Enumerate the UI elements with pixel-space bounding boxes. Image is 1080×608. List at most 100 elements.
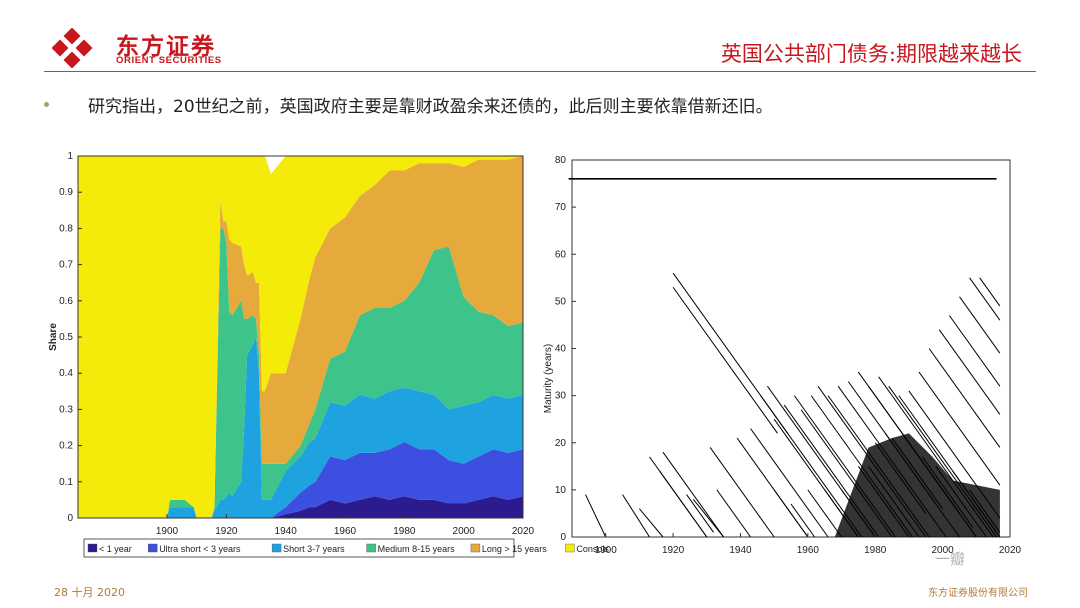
y-tick-label-10: 1	[67, 151, 73, 162]
legend-swatch-5	[565, 543, 575, 553]
bond-line-31	[908, 390, 1001, 519]
x-tick-label-1: 1920	[215, 526, 238, 537]
bond-line-39	[773, 489, 809, 538]
bond-line-43	[841, 489, 876, 538]
y-tick-label-1: 10	[555, 485, 567, 496]
bond-line-19	[793, 395, 896, 538]
slide-title: 英国公共部门债务:期限越来越长	[720, 42, 1022, 66]
bond-line-51	[921, 456, 974, 528]
area-series-3	[78, 228, 523, 518]
x-tick-label-3: 1960	[797, 545, 820, 556]
x-tick-label-5: 2000	[453, 526, 476, 537]
legend-swatch-4	[470, 543, 481, 553]
bond-line-33	[928, 348, 1001, 448]
bond-line-34	[938, 329, 1001, 415]
dense-bond-cluster	[834, 433, 1000, 537]
area-series-4	[78, 156, 523, 518]
y-tick-label-9: 0.9	[59, 187, 73, 198]
y-tick-label-1: 0.1	[59, 477, 73, 488]
legend-label-5: Consols	[576, 544, 609, 554]
bond-line-20	[800, 409, 893, 538]
legend-swatch-2	[271, 543, 282, 553]
legend-box	[83, 538, 515, 558]
y-tick-label-6: 0.6	[59, 296, 73, 307]
bond-line-24	[837, 385, 947, 538]
logo-english-text: ORIENT SECURITIES	[116, 55, 222, 66]
bond-line-6	[662, 451, 725, 538]
legend-label-0: < 1 year	[99, 544, 132, 554]
legend-label-3: Medium 8-15 years	[378, 544, 456, 554]
y-tick-label-4: 0.4	[59, 368, 73, 379]
y-tick-label-5: 50	[555, 296, 567, 307]
bond-line-29	[888, 385, 997, 538]
bond-line-28	[878, 376, 994, 538]
legend-label-2: Short 3-7 years	[283, 544, 345, 554]
bond-line-44	[857, 466, 910, 538]
y-tick-label-5: 0.5	[59, 332, 73, 343]
legend-label-4: Long > 15 years	[482, 544, 547, 554]
y-tick-label-8: 80	[555, 155, 567, 166]
area-series-0	[78, 496, 523, 518]
bond-line-15	[760, 395, 863, 538]
area-series-1	[78, 441, 523, 518]
logo-diamond-icon	[52, 28, 93, 68]
x-tick-label-0: 1900	[156, 526, 179, 537]
bond-line-5	[659, 470, 708, 538]
bond-line-38	[979, 277, 1001, 307]
y-tick-label-3: 0.3	[59, 404, 73, 415]
bond-line-22	[817, 385, 927, 538]
bullet-icon	[44, 102, 49, 107]
company-logo: 东方证券 ORIENT SECURITIES	[52, 28, 252, 68]
footer-company: 东方证券股份有限公司	[928, 588, 1028, 599]
x-tick-label-0: 1900	[595, 545, 618, 556]
footer-date: 28 十月 2020	[54, 586, 125, 599]
bond-line-40	[790, 503, 815, 538]
bond-line-54	[969, 489, 1001, 533]
bond-line-8	[672, 286, 778, 434]
bullet-text: 研究指出，20世纪之前，英国政府主要是靠财政盈余来还债的，此后则主要依靠借新还旧…	[88, 97, 773, 117]
bond-line-18	[783, 404, 880, 538]
x-tick-label-2: 1940	[275, 526, 298, 537]
x-tick-label-2: 1940	[729, 545, 752, 556]
legend-swatch-0	[87, 543, 98, 553]
bond-line-23	[827, 395, 930, 538]
watermark: 一瓣	[935, 550, 966, 568]
bond-line-2	[622, 494, 650, 538]
bond-line-9	[686, 494, 714, 533]
y-tick-label-2: 20	[555, 438, 567, 449]
bond-line-50	[908, 442, 960, 514]
x-tick-label-3: 1960	[334, 526, 357, 537]
debt-share-stacked-area-chart: 0 0.1 0.2 0.3 0.4 0.5 0.6 0.7 0.8 0.9 1 1900 1920 194…	[48, 151, 609, 558]
bond-line-46	[874, 442, 927, 514]
y-axis-label: Share	[48, 323, 59, 351]
y-tick-label-2: 0.2	[59, 441, 73, 452]
legend-label-1: Ultra short < 3 years	[159, 544, 241, 554]
logo-chinese-text: 东方证券	[116, 34, 216, 60]
bond-line-37	[969, 277, 1001, 321]
x-tick-label-1: 1920	[662, 545, 685, 556]
y-tick-label-3: 30	[555, 391, 567, 402]
bond-line-52	[935, 466, 987, 538]
legend-swatch-3	[366, 543, 376, 553]
bond-line-53	[952, 470, 1001, 538]
x-tick-label-4: 1980	[393, 526, 416, 537]
bond-line-3	[639, 508, 664, 538]
bond-line-35	[948, 315, 1001, 387]
bond-line-41	[807, 489, 842, 538]
bond-line-36	[959, 296, 1001, 354]
area-series-5	[78, 156, 523, 518]
x-tick-label-6: 2020	[512, 526, 535, 537]
bond-line-48	[891, 437, 944, 510]
y-tick-label-4: 40	[555, 344, 567, 355]
bond-line-11	[709, 447, 775, 538]
bond-line-21	[810, 395, 913, 538]
y-tick-label-7: 70	[555, 202, 567, 213]
y-tick-label-0: 0	[560, 532, 566, 543]
legend-swatch-1	[147, 543, 158, 553]
bond-line-47	[884, 433, 937, 505]
area-series-2	[78, 337, 523, 518]
bond-line-1	[585, 494, 607, 538]
bond-line-42	[824, 489, 859, 538]
x-tick-label-4: 1980	[864, 545, 887, 556]
debt-maturity-line-chart: 0 10 20 30 40 50 60 70 80 1900 1920 1940 1960 1980 200…	[543, 155, 1022, 556]
